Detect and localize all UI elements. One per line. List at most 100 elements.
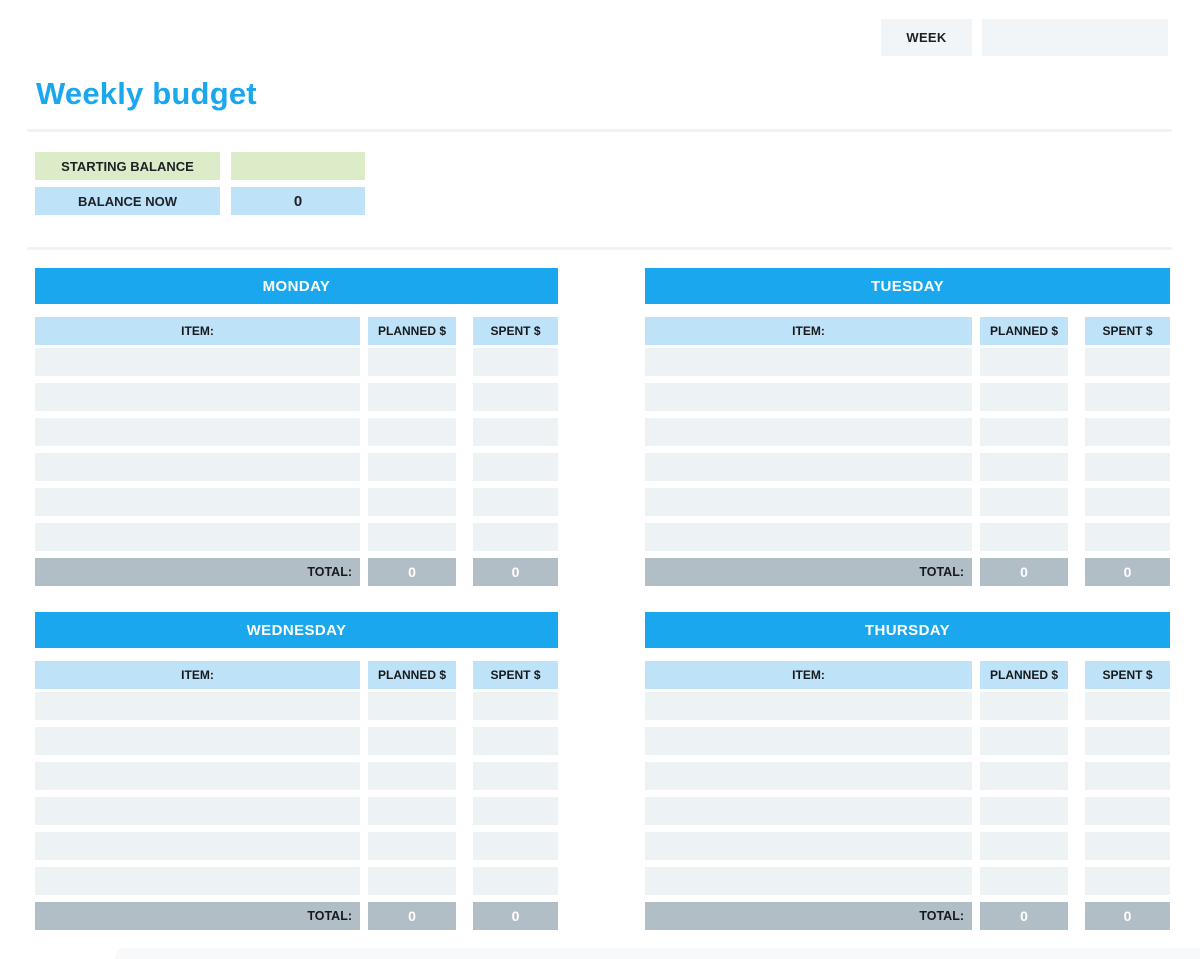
planned-cell[interactable]	[980, 453, 1068, 481]
planned-cell[interactable]	[980, 523, 1068, 551]
planned-cell[interactable]	[368, 348, 456, 376]
planned-cell[interactable]	[980, 348, 1068, 376]
spent-cell[interactable]	[473, 348, 558, 376]
spent-cell[interactable]	[473, 523, 558, 551]
item-cell[interactable]	[645, 488, 972, 516]
table-row	[35, 453, 558, 481]
planned-column-header: PLANNED $	[980, 317, 1068, 345]
balance-block: STARTING BALANCE BALANCE NOW 0	[35, 152, 365, 222]
spent-cell[interactable]	[1085, 727, 1170, 755]
planned-cell[interactable]	[980, 797, 1068, 825]
spent-cell[interactable]	[1085, 797, 1170, 825]
total-planned-cell: 0	[980, 558, 1068, 586]
spent-cell[interactable]	[473, 488, 558, 516]
spent-cell[interactable]	[1085, 832, 1170, 860]
total-spent-cell: 0	[1085, 902, 1170, 930]
spent-cell[interactable]	[473, 383, 558, 411]
item-cell[interactable]	[35, 867, 360, 895]
item-cell[interactable]	[645, 727, 972, 755]
day-table: WEDNESDAY ITEM: PLANNED $ SPENT $ TOTAL:…	[35, 612, 558, 930]
planned-cell[interactable]	[368, 418, 456, 446]
item-cell[interactable]	[645, 762, 972, 790]
table-row	[645, 348, 1170, 376]
planned-cell[interactable]	[368, 797, 456, 825]
item-cell[interactable]	[645, 692, 972, 720]
spent-cell[interactable]	[1085, 867, 1170, 895]
balance-now-row: BALANCE NOW 0	[35, 187, 365, 215]
planned-cell[interactable]	[980, 383, 1068, 411]
spent-column-header: SPENT $	[1085, 661, 1170, 689]
planned-cell[interactable]	[368, 383, 456, 411]
item-cell[interactable]	[645, 523, 972, 551]
item-cell[interactable]	[35, 453, 360, 481]
day-table: TUESDAY ITEM: PLANNED $ SPENT $ TOTAL: 0…	[645, 268, 1170, 586]
spent-cell[interactable]	[473, 418, 558, 446]
week-label-cell: WEEK	[881, 19, 972, 56]
spent-cell[interactable]	[1085, 418, 1170, 446]
planned-cell[interactable]	[980, 488, 1068, 516]
item-cell[interactable]	[35, 762, 360, 790]
item-cell[interactable]	[35, 418, 360, 446]
spent-cell[interactable]	[473, 797, 558, 825]
spent-cell[interactable]	[473, 453, 558, 481]
planned-cell[interactable]	[980, 418, 1068, 446]
planned-cell[interactable]	[368, 523, 456, 551]
spent-cell[interactable]	[1085, 692, 1170, 720]
total-row: TOTAL: 0 0	[645, 902, 1170, 930]
table-row	[645, 797, 1170, 825]
spent-column-header: SPENT $	[1085, 317, 1170, 345]
planned-cell[interactable]	[368, 727, 456, 755]
total-row: TOTAL: 0 0	[645, 558, 1170, 586]
item-cell[interactable]	[35, 797, 360, 825]
spent-column-header: SPENT $	[473, 317, 558, 345]
item-cell[interactable]	[35, 727, 360, 755]
table-row	[35, 727, 558, 755]
item-cell[interactable]	[645, 797, 972, 825]
planned-cell[interactable]	[368, 488, 456, 516]
planned-cell[interactable]	[368, 832, 456, 860]
item-cell[interactable]	[35, 692, 360, 720]
planned-cell[interactable]	[980, 867, 1068, 895]
planned-cell[interactable]	[980, 727, 1068, 755]
spent-cell[interactable]	[1085, 523, 1170, 551]
starting-balance-value-cell[interactable]	[231, 152, 365, 180]
item-cell[interactable]	[35, 383, 360, 411]
spent-column-header: SPENT $	[473, 661, 558, 689]
planned-column-header: PLANNED $	[980, 661, 1068, 689]
table-row	[645, 383, 1170, 411]
item-cell[interactable]	[645, 453, 972, 481]
planned-cell[interactable]	[368, 867, 456, 895]
item-cell[interactable]	[645, 832, 972, 860]
table-row	[35, 523, 558, 551]
spent-cell[interactable]	[1085, 453, 1170, 481]
item-cell[interactable]	[645, 418, 972, 446]
spent-cell[interactable]	[473, 762, 558, 790]
item-cell[interactable]	[645, 348, 972, 376]
item-cell[interactable]	[645, 383, 972, 411]
spent-cell[interactable]	[473, 832, 558, 860]
planned-cell[interactable]	[980, 832, 1068, 860]
planned-cell[interactable]	[980, 762, 1068, 790]
planned-cell[interactable]	[980, 692, 1068, 720]
table-row	[645, 727, 1170, 755]
planned-cell[interactable]	[368, 453, 456, 481]
item-cell[interactable]	[35, 523, 360, 551]
planned-column-header: PLANNED $	[368, 317, 456, 345]
item-column-header: ITEM:	[645, 661, 972, 689]
item-cell[interactable]	[35, 488, 360, 516]
planned-cell[interactable]	[368, 692, 456, 720]
day-header: WEDNESDAY	[35, 612, 558, 648]
spent-cell[interactable]	[473, 692, 558, 720]
spent-cell[interactable]	[1085, 762, 1170, 790]
table-row	[645, 488, 1170, 516]
item-cell[interactable]	[35, 832, 360, 860]
item-cell[interactable]	[645, 867, 972, 895]
week-value-cell[interactable]	[982, 19, 1168, 56]
spent-cell[interactable]	[1085, 488, 1170, 516]
spent-cell[interactable]	[473, 867, 558, 895]
planned-cell[interactable]	[368, 762, 456, 790]
item-cell[interactable]	[35, 348, 360, 376]
spent-cell[interactable]	[1085, 383, 1170, 411]
spent-cell[interactable]	[473, 727, 558, 755]
spent-cell[interactable]	[1085, 348, 1170, 376]
